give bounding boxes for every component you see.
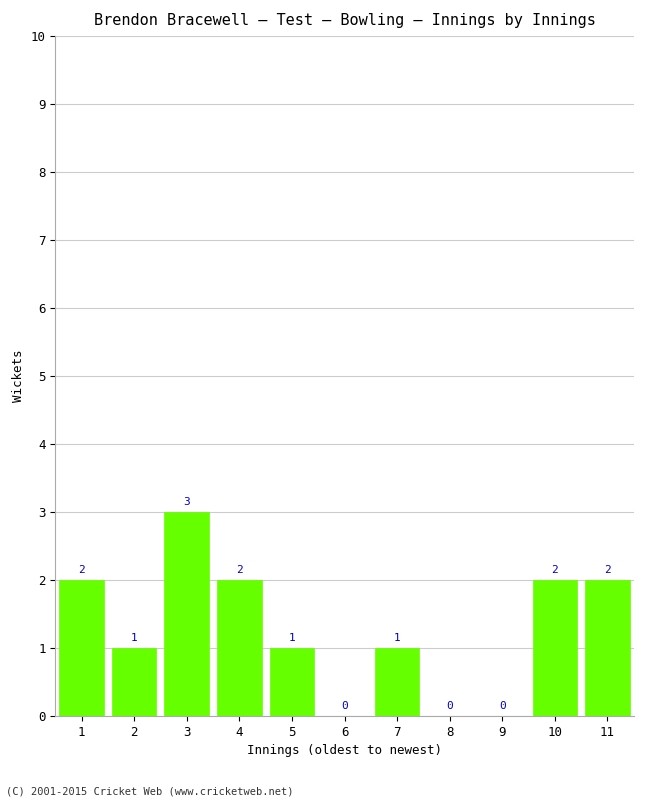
Title: Brendon Bracewell – Test – Bowling – Innings by Innings: Brendon Bracewell – Test – Bowling – Inn…: [94, 13, 595, 28]
Text: 1: 1: [131, 634, 138, 643]
Y-axis label: Wickets: Wickets: [12, 350, 25, 402]
Text: 0: 0: [341, 702, 348, 711]
Bar: [112, 648, 157, 716]
Bar: [585, 580, 630, 716]
Bar: [375, 648, 419, 716]
Text: 2: 2: [236, 566, 242, 575]
Bar: [270, 648, 314, 716]
Text: 0: 0: [499, 702, 506, 711]
Text: (C) 2001-2015 Cricket Web (www.cricketweb.net): (C) 2001-2015 Cricket Web (www.cricketwe…: [6, 786, 294, 796]
Text: 1: 1: [394, 634, 400, 643]
Text: 1: 1: [289, 634, 295, 643]
Bar: [164, 512, 209, 716]
Text: 2: 2: [78, 566, 85, 575]
Text: 0: 0: [447, 702, 453, 711]
Text: 2: 2: [551, 566, 558, 575]
Text: 3: 3: [183, 498, 190, 507]
Bar: [217, 580, 262, 716]
Text: 2: 2: [604, 566, 611, 575]
X-axis label: Innings (oldest to newest): Innings (oldest to newest): [247, 744, 442, 758]
Bar: [532, 580, 577, 716]
Bar: [59, 580, 104, 716]
